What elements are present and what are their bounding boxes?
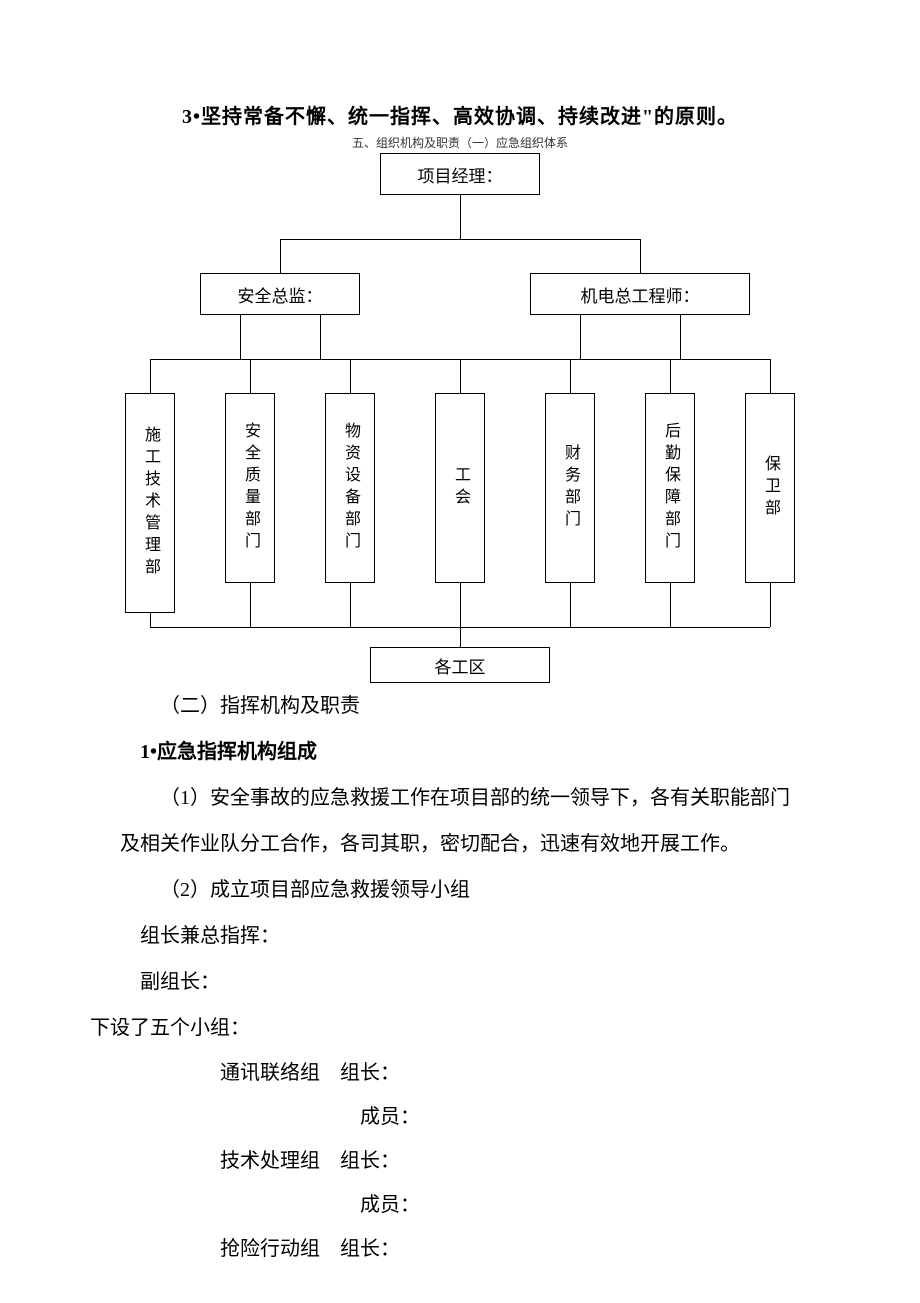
line [460, 359, 461, 393]
group-role: 组长： [340, 1139, 420, 1183]
line [280, 239, 281, 273]
line [460, 627, 461, 647]
line [570, 583, 571, 627]
heading-3: 1•应急指挥机构组成 [120, 729, 800, 775]
node-dept-6: 保卫部 [745, 393, 795, 583]
line [460, 195, 461, 239]
line [580, 315, 581, 359]
line [150, 359, 151, 393]
line [280, 239, 640, 240]
paragraph: 副组长： [120, 959, 800, 1005]
paragraph: （2）成立项目部应急救援领导小组 [120, 867, 800, 913]
line [460, 583, 461, 627]
group-row: 技术处理组 组长： [180, 1139, 800, 1183]
heading-principle: 3•坚持常备不懈、统一指挥、高效协调、持续改进"的原则。 [80, 100, 840, 129]
node-chief-engineer: 机电总工程师： [530, 273, 750, 315]
line [250, 359, 251, 393]
heading-2: （二）指挥机构及职责 [120, 683, 800, 729]
node-dept-2: 物资设备部门 [325, 393, 375, 583]
node-safety-director: 安全总监： [200, 273, 360, 315]
group-row: 成员： [340, 1183, 800, 1227]
subtitle: 五、组织机构及职责（一）应急组织体系 [80, 134, 840, 151]
line [670, 359, 671, 393]
group-name: 技术处理组 [180, 1139, 320, 1183]
node-bottom: 各工区 [370, 647, 550, 683]
paragraph: （1）安全事故的应急救援工作在项目部的统一领导下，各有关职能部门及相关作业队分工… [120, 775, 800, 867]
group-role: 组长： [340, 1051, 420, 1095]
line [770, 583, 771, 627]
line [350, 359, 351, 393]
line [240, 315, 241, 359]
line [770, 359, 771, 393]
line [320, 315, 321, 359]
group-name: 通讯联络组 [180, 1051, 320, 1095]
node-dept-5: 后勤保障部门 [645, 393, 695, 583]
group-name: 抢险行动组 [180, 1227, 320, 1271]
group-role: 成员： [360, 1095, 440, 1139]
paragraph: 下设了五个小组： [90, 1005, 800, 1051]
paragraph: 组长兼总指挥： [120, 913, 800, 959]
node-top: 项目经理： [380, 153, 540, 195]
group-row: 通讯联络组 组长： [180, 1051, 800, 1095]
line [250, 583, 251, 627]
line [350, 583, 351, 627]
line [640, 239, 641, 273]
group-row: 成员： [340, 1095, 800, 1139]
line [680, 315, 681, 359]
node-dept-4: 财务部门 [545, 393, 595, 583]
group-role: 成员： [360, 1183, 440, 1227]
line [570, 359, 571, 393]
line [150, 613, 151, 627]
node-dept-1: 安全质量部门 [225, 393, 275, 583]
line [670, 583, 671, 627]
group-row: 抢险行动组 组长： [180, 1227, 800, 1271]
org-chart: 项目经理： 安全总监： 机电总工程师： 施工技术管理部 安全质量部门 物资设备部… [110, 153, 810, 663]
group-role: 组长： [340, 1227, 420, 1271]
body-text: （二）指挥机构及职责 1•应急指挥机构组成 （1）安全事故的应急救援工作在项目部… [80, 683, 840, 1271]
node-dept-0: 施工技术管理部 [125, 393, 175, 613]
node-dept-3: 工会 [435, 393, 485, 583]
